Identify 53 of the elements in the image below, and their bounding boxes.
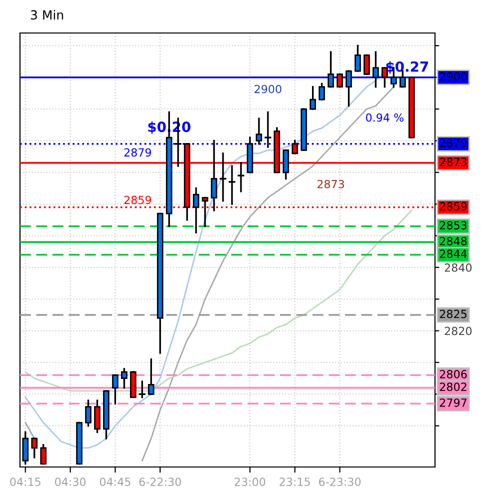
annotation: $0.27 <box>386 61 428 74</box>
ref-line-label: 2844 <box>440 250 467 258</box>
ref-line-label: 2900 <box>440 72 467 81</box>
candlestick <box>382 67 388 88</box>
x-tick-label: 23:15 <box>280 478 310 486</box>
x-tick-label: 6-23:30 <box>319 478 361 486</box>
candlestick <box>346 70 352 107</box>
ref-line-label: 2797 <box>440 398 466 407</box>
candlestick <box>372 51 379 88</box>
candlestick <box>354 44 361 72</box>
annotation: 2900 <box>254 84 282 94</box>
candlestick <box>121 368 128 389</box>
candlestick <box>336 73 343 88</box>
ref-line-label: 2825 <box>440 310 466 318</box>
y-tick-label: 2840 <box>444 263 472 272</box>
candlestick <box>318 82 325 100</box>
candlestick <box>210 140 218 212</box>
candlestick <box>310 86 316 110</box>
candlestick <box>220 152 226 202</box>
annotation: 0.94 % <box>366 113 404 122</box>
candlestick <box>228 165 236 205</box>
ref-line-label: 2873 <box>440 158 467 166</box>
candlestick <box>138 380 146 398</box>
ref-line-label: 2806 <box>440 370 467 378</box>
candlestick <box>148 358 154 395</box>
x-tick-label: 04:15 <box>10 478 40 486</box>
chart-title: 3 Min <box>30 10 64 20</box>
x-tick-label: 04:30 <box>55 478 86 486</box>
candlestick <box>256 118 262 145</box>
ref-line-label: 2848 <box>440 236 467 246</box>
candlestick <box>31 438 38 458</box>
annotation: 2859 <box>124 196 152 204</box>
ref-line-label: 2802 <box>440 382 466 392</box>
ref-line-label: 2853 <box>440 221 467 230</box>
x-tick-label: 04:45 <box>100 478 130 486</box>
candlestick <box>364 54 370 76</box>
candlestick <box>292 140 298 154</box>
candlestick <box>85 400 92 427</box>
candlestick <box>94 400 100 433</box>
candlestick <box>112 374 118 404</box>
candlestick <box>328 51 334 88</box>
x-tick-label: 6-22:30 <box>139 478 181 486</box>
annotation: 2879 <box>124 148 152 157</box>
candlestick <box>282 149 290 180</box>
candlestick <box>192 187 200 234</box>
ref-line-label: 2879 <box>440 138 467 148</box>
candlestick <box>264 111 272 148</box>
x-tick-label: 23:00 <box>234 478 266 486</box>
candlestick <box>40 444 47 465</box>
ref-line-label: 2859 <box>440 202 467 210</box>
candlestick <box>238 162 244 192</box>
annotation: 2873 <box>317 180 344 188</box>
y-tick-label: 2820 <box>444 326 472 336</box>
